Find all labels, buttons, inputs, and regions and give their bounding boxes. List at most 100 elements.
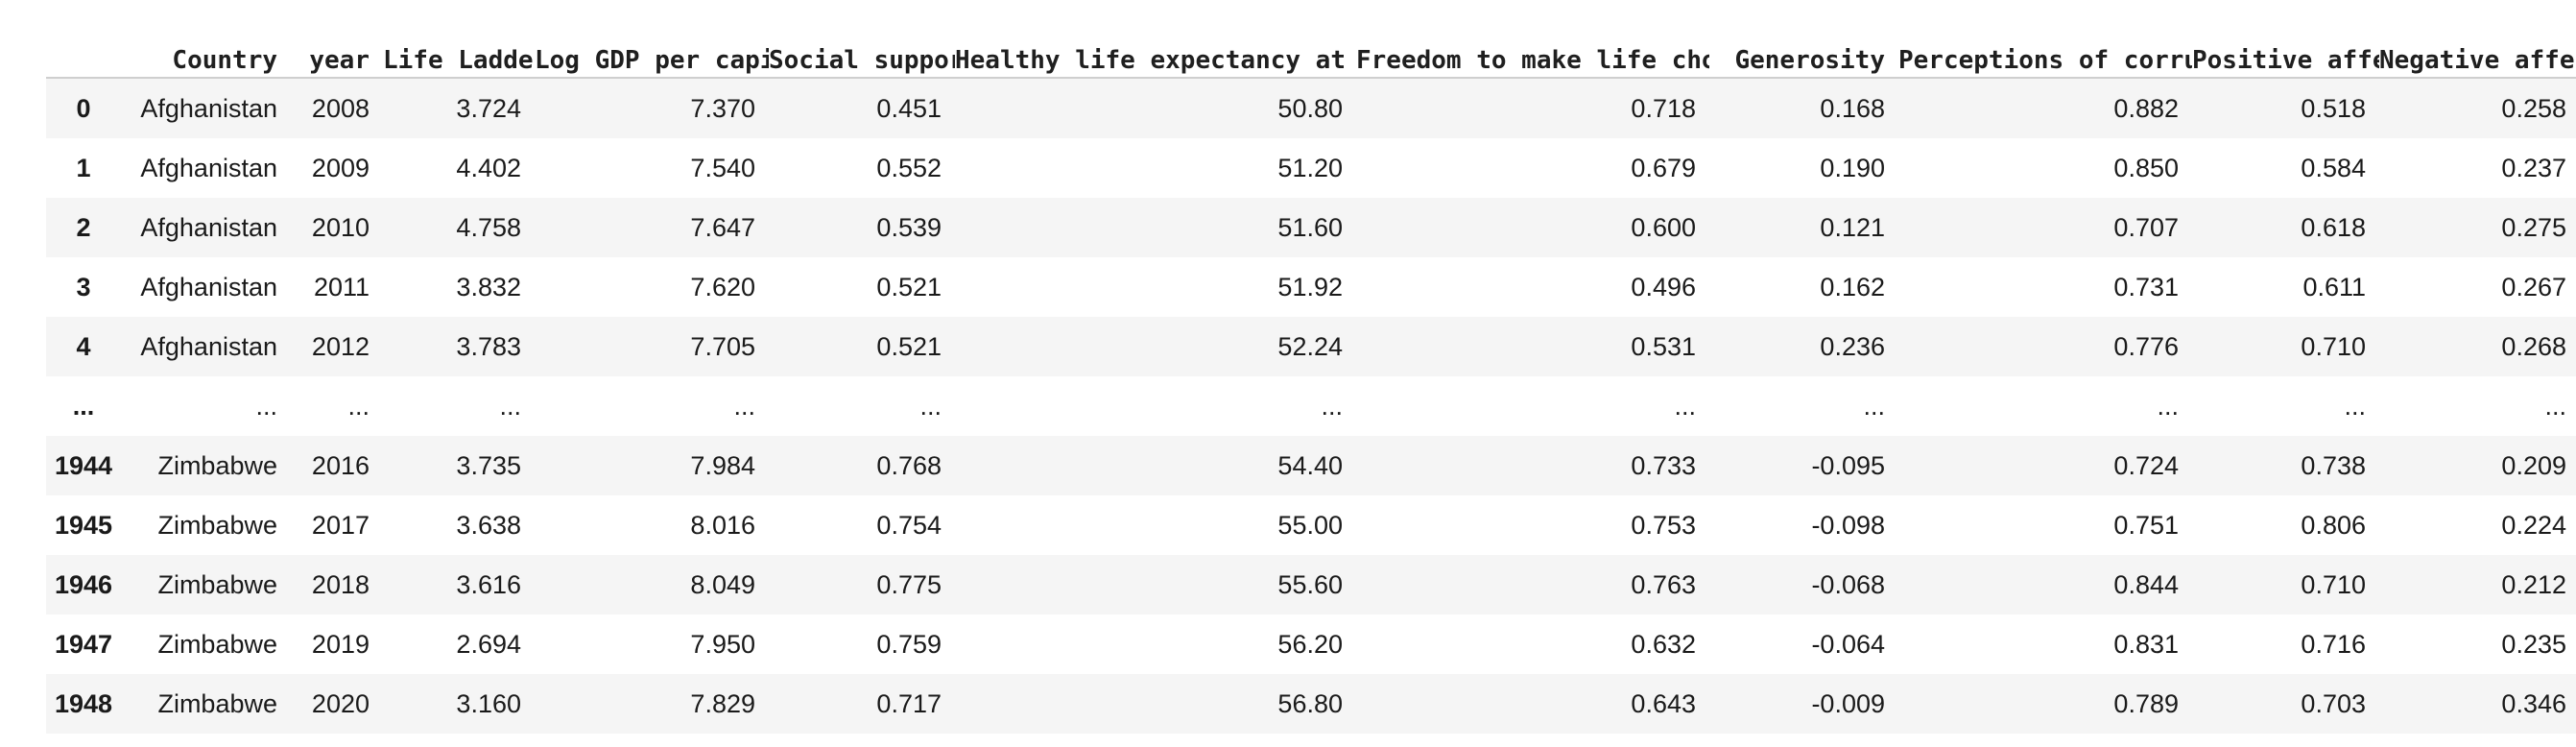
table-cell: 0.236 <box>1820 331 1885 361</box>
table-cell: Zimbabwe <box>157 450 277 480</box>
table-cell: ... <box>919 391 942 421</box>
table-cell: 8.049 <box>690 569 755 599</box>
table-cell: 0.190 <box>1820 153 1885 182</box>
table-row: .................................... <box>46 376 2576 436</box>
table-cell: 0.731 <box>2113 272 2179 301</box>
table-row: 3 Afghanistan 2011 3.832 7.620 0.521 51.92 0.49… <box>46 257 2576 317</box>
table-cell: 0.584 <box>2301 153 2366 182</box>
table-cell: -0.098 <box>1811 510 1885 540</box>
table-cell: ... <box>347 391 370 421</box>
table-cell: 0.237 <box>2501 153 2566 182</box>
table-row: 1945 Zimbabwe 2017 3.638 8.016 0.754 55.00 0.75… <box>46 495 2576 555</box>
table-cell: 2019 <box>311 629 370 659</box>
table-cell: ... <box>733 391 755 421</box>
table-cell: 0.258 <box>2501 93 2566 123</box>
table-cell: 56.20 <box>1277 629 1343 659</box>
row-index: 3 <box>76 272 91 301</box>
table-cell: 0.268 <box>2501 331 2566 361</box>
table-cell: ... <box>499 391 521 421</box>
table-cell: 0.235 <box>2501 629 2566 659</box>
table-cell: 0.611 <box>2302 272 2366 301</box>
table-cell: 0.600 <box>1631 212 1696 242</box>
table-cell: 7.705 <box>690 331 755 361</box>
table-cell: Afghanistan <box>140 153 277 182</box>
table-cell: 0.716 <box>2301 629 2366 659</box>
table-cell: 51.20 <box>1277 153 1343 182</box>
table-cell: 0.753 <box>1631 510 1696 540</box>
table-cell: 51.60 <box>1277 212 1343 242</box>
table-cell: 0.703 <box>2301 688 2366 718</box>
table-cell: 0.121 <box>1820 212 1885 242</box>
table-cell: 2012 <box>311 331 370 361</box>
column-header: Country <box>134 0 291 79</box>
table-cell: 0.521 <box>876 272 942 301</box>
column-header: Positive affect <box>2192 0 2379 79</box>
table-cell: 0.759 <box>876 629 942 659</box>
table-cell: 3.724 <box>456 93 521 123</box>
table-cell: 7.620 <box>690 272 755 301</box>
table-cell: 52.24 <box>1277 331 1343 361</box>
row-index: 1 <box>76 153 91 182</box>
column-header: Freedom to make life choices <box>1356 0 1709 79</box>
table-cell: 0.267 <box>2501 272 2566 301</box>
table-cell: 0.518 <box>2301 93 2366 123</box>
table-cell: 2.694 <box>456 629 521 659</box>
table-cell: 0.162 <box>1820 272 1885 301</box>
table-cell: 2018 <box>311 569 370 599</box>
table-cell: 7.829 <box>690 688 755 718</box>
table-row: 1944 Zimbabwe 2016 3.735 7.984 0.768 54.40 0.73… <box>46 436 2576 495</box>
table-cell: 0.496 <box>1631 272 1696 301</box>
table-cell: 0.775 <box>876 569 942 599</box>
column-header: Negative affect <box>2379 0 2576 79</box>
table-cell: ... <box>2344 391 2366 421</box>
table-cell: ... <box>2157 391 2179 421</box>
row-index: 0 <box>76 93 91 123</box>
table-cell: 0.212 <box>2501 569 2566 599</box>
table-cell: -0.095 <box>1811 450 1885 480</box>
table-cell: 0.679 <box>1631 153 1696 182</box>
table-cell: 0.733 <box>1631 450 1696 480</box>
table-cell: Zimbabwe <box>157 629 277 659</box>
table-cell: Afghanistan <box>140 93 277 123</box>
table-cell: 4.758 <box>456 212 521 242</box>
table-cell: 0.275 <box>2501 212 2566 242</box>
row-index: 1945 <box>54 510 113 540</box>
table-cell: 3.638 <box>456 510 521 540</box>
table-cell: 7.540 <box>690 153 755 182</box>
index-header <box>46 0 134 79</box>
row-index: 1948 <box>54 688 113 718</box>
table-cell: 7.984 <box>690 450 755 480</box>
table-cell: 0.707 <box>2113 212 2179 242</box>
row-index: 2 <box>76 212 91 242</box>
table-cell: 3.735 <box>456 450 521 480</box>
table-cell: 2011 <box>313 272 370 301</box>
table-cell: ... <box>255 391 277 421</box>
table-cell: 8.016 <box>690 510 755 540</box>
table-cell: ... <box>1674 391 1696 421</box>
table-cell: 0.451 <box>876 93 942 123</box>
table-cell: 0.632 <box>1631 629 1696 659</box>
row-index: ... <box>72 391 95 421</box>
table-row: 1 Afghanistan 2009 4.402 7.540 0.552 51.20 0.67… <box>46 138 2576 198</box>
table-cell: 0.168 <box>1820 93 1885 123</box>
table-cell: 2020 <box>311 688 370 718</box>
table-cell: 7.647 <box>690 212 755 242</box>
table-cell: 0.844 <box>2113 569 2179 599</box>
row-index: 1946 <box>54 569 113 599</box>
row-index: 1944 <box>54 450 113 480</box>
table-cell: -0.009 <box>1811 688 1885 718</box>
table-row: 1946 Zimbabwe 2018 3.616 8.049 0.775 55.60 0.76… <box>46 555 2576 614</box>
table-cell: Afghanistan <box>140 212 277 242</box>
column-header: Log GDP per capita <box>535 0 769 79</box>
table-cell: 3.783 <box>456 331 521 361</box>
table-row: 1947 Zimbabwe 2019 2.694 7.950 0.759 56.20 0.63… <box>46 614 2576 674</box>
table-cell: Zimbabwe <box>157 688 277 718</box>
table-cell: Afghanistan <box>140 272 277 301</box>
table-cell: 0.710 <box>2301 569 2366 599</box>
table-cell: 55.00 <box>1277 510 1343 540</box>
column-header: Social support <box>769 0 955 79</box>
table-row: 1948 Zimbabwe 2020 3.160 7.829 0.717 56.80 0.64… <box>46 674 2576 734</box>
column-header: Healthy life expectancy at birth <box>955 0 1356 79</box>
table-cell: 0.724 <box>2113 450 2179 480</box>
